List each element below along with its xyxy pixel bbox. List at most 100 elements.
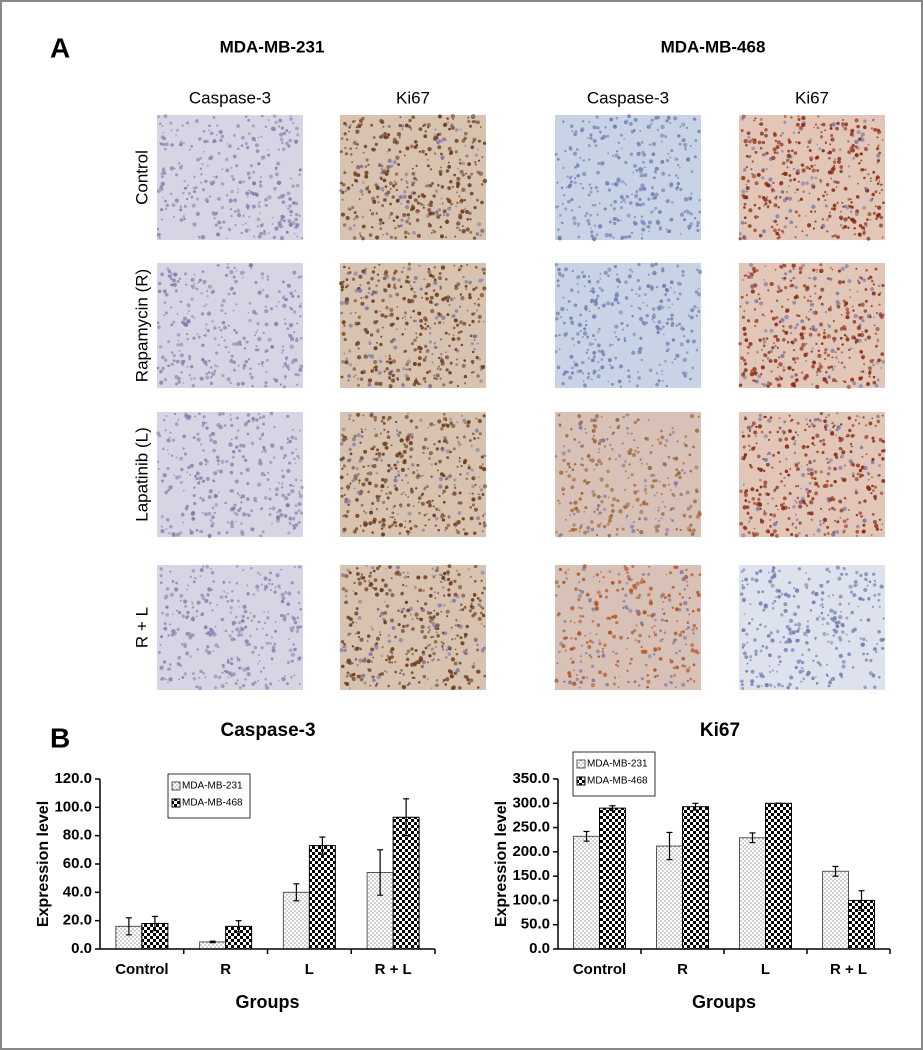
- nucleus: [698, 288, 700, 290]
- nucleus: [431, 232, 433, 234]
- nucleus: [419, 150, 421, 152]
- nucleus: [218, 491, 220, 493]
- nucleus: [384, 168, 386, 170]
- nucleus: [637, 279, 640, 282]
- nucleus: [676, 297, 679, 300]
- nucleus: [650, 451, 653, 454]
- nucleus: [787, 341, 789, 343]
- nucleus: [805, 286, 809, 290]
- nucleus: [801, 326, 805, 330]
- nucleus: [171, 455, 173, 457]
- nucleus: [421, 625, 425, 629]
- nucleus: [698, 211, 701, 214]
- nucleus: [254, 334, 256, 336]
- nucleus: [165, 142, 169, 146]
- nucleus: [874, 486, 877, 489]
- nucleus: [418, 512, 420, 514]
- nucleus: [655, 263, 658, 266]
- nucleus: [844, 205, 848, 209]
- nucleus: [241, 615, 244, 618]
- nucleus: [424, 514, 427, 517]
- nucleus: [416, 575, 420, 579]
- nucleus: [783, 477, 785, 479]
- nucleus: [233, 292, 236, 295]
- nucleus: [170, 593, 174, 597]
- nucleus: [193, 190, 196, 193]
- nucleus: [270, 345, 274, 349]
- nucleus: [230, 424, 234, 428]
- nucleus: [390, 188, 392, 190]
- nucleus: [777, 347, 779, 349]
- nucleus: [264, 309, 268, 313]
- nucleus: [210, 182, 214, 186]
- nucleus: [448, 564, 452, 568]
- nucleus: [698, 511, 701, 514]
- nucleus: [419, 419, 422, 422]
- nucleus: [838, 466, 842, 470]
- nucleus: [433, 443, 435, 445]
- nucleus: [185, 632, 189, 636]
- nucleus: [664, 506, 666, 508]
- nucleus: [608, 534, 611, 537]
- nucleus: [696, 349, 699, 352]
- nucleus: [230, 471, 234, 475]
- nucleus: [399, 438, 403, 442]
- nucleus: [644, 166, 646, 168]
- nucleus: [408, 263, 411, 266]
- nucleus: [403, 572, 405, 574]
- nucleus: [399, 523, 403, 527]
- nucleus: [341, 640, 344, 643]
- nucleus: [855, 489, 858, 492]
- nucleus: [423, 452, 425, 454]
- nucleus: [183, 447, 185, 449]
- nucleus: [407, 217, 410, 220]
- nucleus: [806, 464, 808, 466]
- nucleus: [244, 626, 247, 629]
- nucleus: [375, 369, 378, 372]
- nucleus: [829, 143, 831, 145]
- nucleus: [854, 314, 858, 318]
- nucleus: [419, 319, 423, 323]
- nucleus: [254, 646, 258, 650]
- nucleus: [453, 478, 456, 481]
- nucleus: [406, 200, 409, 203]
- nucleus: [782, 338, 786, 342]
- nucleus: [469, 125, 472, 128]
- nucleus: [661, 493, 663, 495]
- nucleus: [375, 235, 379, 239]
- nucleus: [362, 674, 366, 678]
- nucleus: [248, 216, 250, 218]
- nucleus: [417, 660, 421, 664]
- nucleus: [459, 320, 463, 324]
- nucleus: [270, 589, 272, 591]
- nucleus: [421, 297, 423, 299]
- nucleus: [823, 518, 827, 522]
- nucleus: [648, 220, 652, 224]
- nucleus: [418, 265, 420, 267]
- nucleus: [813, 459, 816, 462]
- nucleus: [671, 303, 673, 305]
- nucleus: [341, 285, 344, 288]
- nucleus: [861, 319, 864, 322]
- nucleus: [467, 117, 469, 119]
- nucleus: [637, 451, 640, 454]
- nucleus: [167, 467, 170, 470]
- nucleus: [278, 290, 281, 293]
- nucleus: [462, 517, 465, 520]
- nucleus: [230, 637, 234, 641]
- nucleus: [382, 453, 385, 456]
- nucleus: [436, 378, 438, 380]
- nucleus: [787, 299, 789, 301]
- nucleus: [162, 167, 165, 170]
- nucleus: [873, 128, 877, 132]
- nucleus: [656, 492, 658, 494]
- nucleus: [191, 633, 195, 637]
- nucleus: [571, 337, 574, 340]
- nucleus: [590, 301, 592, 303]
- nucleus: [826, 480, 828, 482]
- nucleus: [381, 672, 384, 675]
- nucleus: [181, 124, 183, 126]
- nucleus: [455, 624, 457, 626]
- nucleus: [587, 137, 589, 139]
- nucleus: [460, 209, 464, 213]
